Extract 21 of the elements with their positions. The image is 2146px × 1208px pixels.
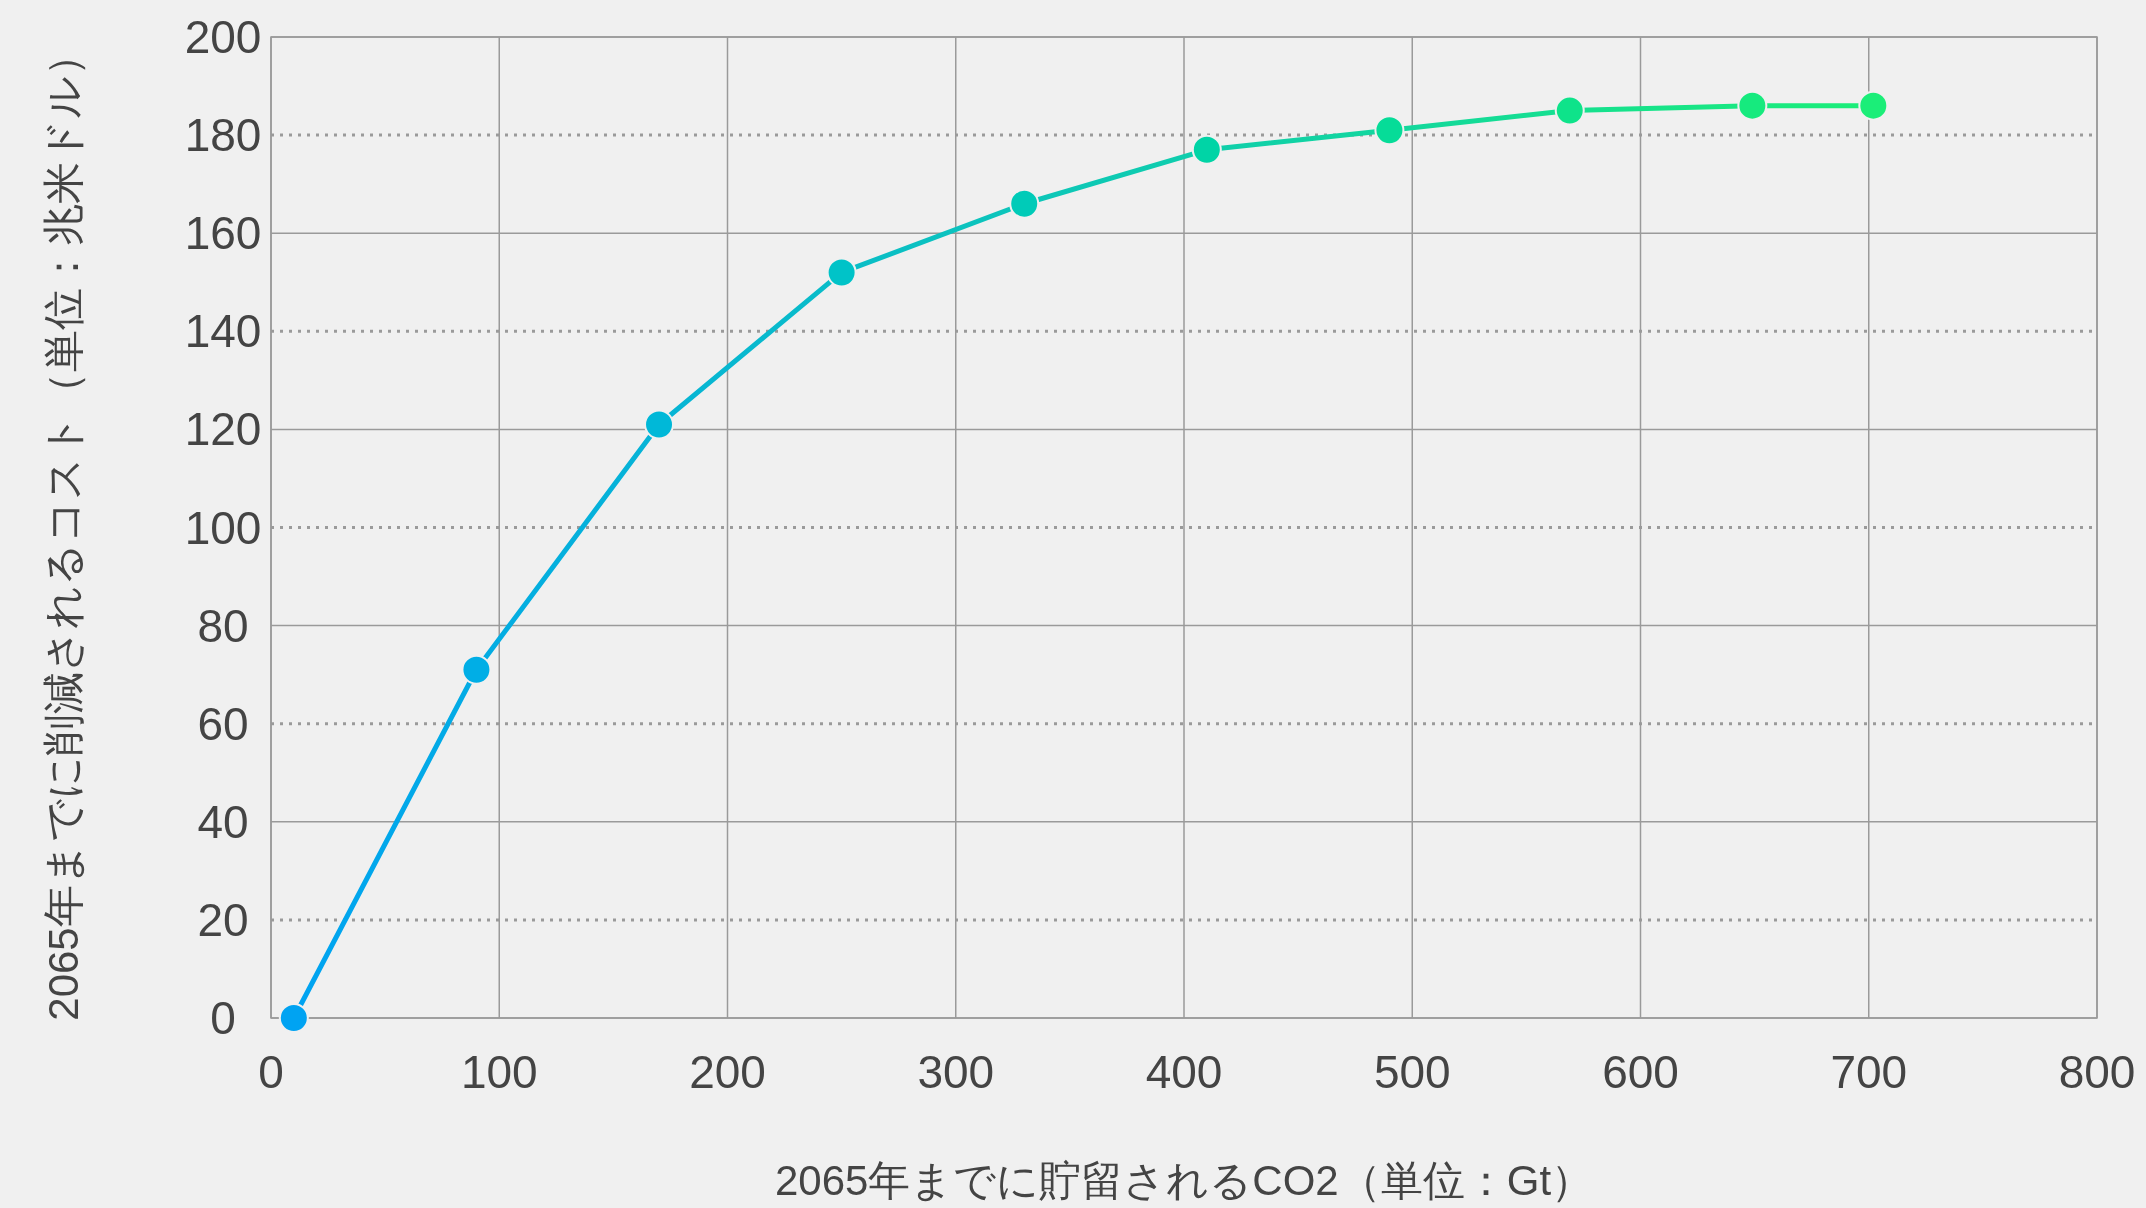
x-tick-label: 500 [1373, 1046, 1451, 1098]
y-tick-label: 120 [184, 403, 262, 456]
y-tick-label: 20 [197, 893, 249, 946]
x-tick-label: 600 [1602, 1046, 1679, 1098]
y-tick-label: 200 [184, 11, 262, 63]
y-tick-label: 0 [210, 992, 236, 1044]
x-axis-title: 2065年までに貯留されるCO2（単位：Gt） [774, 1157, 1594, 1204]
x-tick-label: 200 [689, 1046, 766, 1098]
y-tick-label: 60 [197, 697, 249, 750]
y-tick-label: 100 [184, 501, 262, 554]
x-tick-label: 100 [460, 1046, 538, 1098]
x-tick-label: 300 [917, 1046, 995, 1098]
y-tick-label: 160 [184, 207, 262, 260]
y-tick-label: 140 [184, 305, 262, 358]
y-tick-label: 80 [197, 599, 249, 652]
x-tick-label: 700 [1830, 1046, 1908, 1098]
y-tick-label: 40 [197, 795, 249, 848]
y-axis-title: 2065年までに削減されるコスト（単位：兆米ドル） [40, 34, 87, 1021]
x-tick-label: 400 [1145, 1046, 1223, 1098]
y-tick-label: 180 [184, 109, 262, 162]
x-tick-label: 800 [2058, 1046, 2136, 1098]
